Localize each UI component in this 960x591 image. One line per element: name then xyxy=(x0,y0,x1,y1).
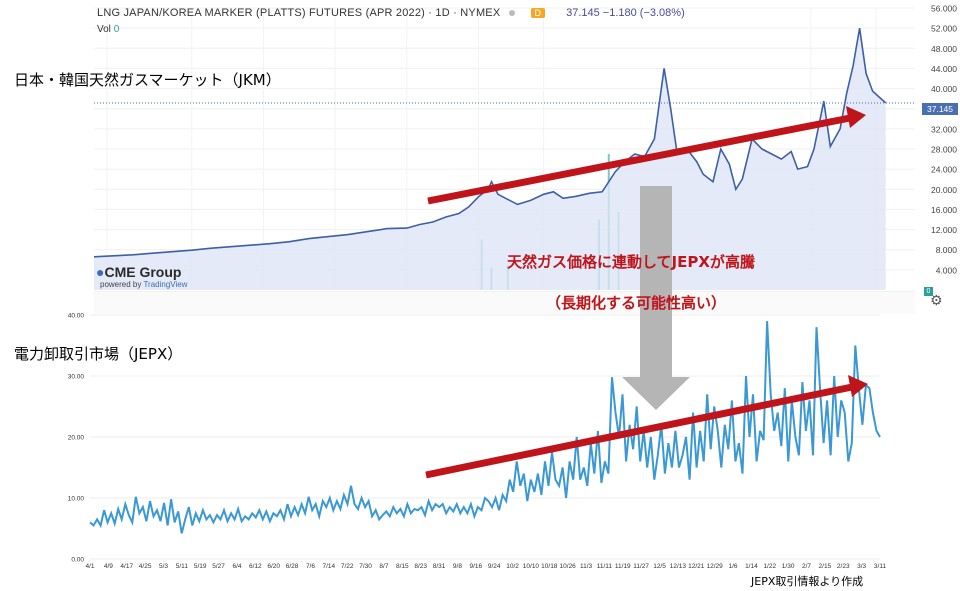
gear-icon[interactable]: ⚙ xyxy=(930,293,943,309)
jkm-y-tick-label: 16.000 xyxy=(931,205,957,215)
jepx-x-tick-label: 3/3 xyxy=(857,563,866,570)
jkm-y-tick-label: 20.000 xyxy=(931,185,957,195)
jkm-y-tick-label: 4.000 xyxy=(936,265,958,275)
jepx-gridlines xyxy=(90,314,880,560)
jepx-x-tick-label: 4/9 xyxy=(104,563,113,570)
jepx-x-tick-label: 4/17 xyxy=(120,563,133,570)
jkm-y-tick-label: 12.000 xyxy=(931,225,957,235)
jepx-x-tick-label: 6/28 xyxy=(286,563,299,570)
volume-marker: 0 xyxy=(924,287,933,296)
jepx-x-tick-label: 7/6 xyxy=(306,563,315,570)
jepx-x-tick-label: 10/26 xyxy=(560,563,577,570)
annotation-line1: 天然ガス価格に連動してJEPXが高騰 xyxy=(507,253,755,271)
jepx-x-tick-label: 5/11 xyxy=(176,563,189,570)
jepx-x-tick-label: 6/20 xyxy=(267,563,280,570)
jkm-price-area xyxy=(94,28,886,290)
jepx-x-tick-label: 8/7 xyxy=(379,563,388,570)
jepx-y-tick-label: 40.00 xyxy=(68,313,85,320)
jepx-y-tick-label: 20.00 xyxy=(68,435,85,442)
jepx-x-tick-label: 9/8 xyxy=(453,563,462,570)
tv-symbol-header: LNG JAPAN/KOREA MARKER (PLATTS) FUTURES … xyxy=(97,7,685,19)
jepx-x-tick-label: 5/19 xyxy=(194,563,207,570)
jepx-x-tick-label: 9/16 xyxy=(469,563,482,570)
jepx-x-tick-label: 12/29 xyxy=(707,563,724,570)
tv-badge: D xyxy=(530,8,546,18)
jepx-y-tick-label: 30.00 xyxy=(68,374,85,381)
jkm-price-line xyxy=(93,27,887,258)
jepx-y-axis: 0.00 10.00 20.00 30.00 40.00 xyxy=(68,313,85,564)
jkm-y-axis: 4.000 8.000 12.000 16.000 20.000 24.000 28.000… xyxy=(931,4,957,276)
jepx-x-tick-label: 11/11 xyxy=(597,563,613,570)
jepx-x-tick-label: 2/23 xyxy=(837,563,850,570)
jepx-x-tick-label: 8/23 xyxy=(414,563,427,570)
jepx-x-tick-label: 1/6 xyxy=(728,563,737,570)
jepx-trend-arrow xyxy=(425,375,868,479)
last-price-tag: 37.145 xyxy=(922,103,958,115)
cme-logo: ●CME Group xyxy=(96,264,182,280)
jepx-x-tick-label: 11/19 xyxy=(615,563,631,570)
jkm-time-scale xyxy=(94,292,915,314)
vol-value: 0 xyxy=(113,24,120,35)
tradingview-attribution: powered by TradingView xyxy=(100,280,187,289)
jepx-x-tick-label: 12/13 xyxy=(670,563,687,570)
jkm-y-tick-label: 56.000 xyxy=(931,4,957,14)
jepx-title: 電力卸取引市場（JEPX） xyxy=(14,345,183,363)
jkm-y-tick-label: 52.000 xyxy=(931,24,957,34)
jkm-y-tick-label: 28.000 xyxy=(931,145,957,155)
powered-prefix: powered by xyxy=(100,280,142,289)
jepx-x-tick-label: 5/3 xyxy=(159,563,168,570)
jepx-x-tick-label: 8/31 xyxy=(433,563,446,570)
jepx-x-tick-label: 7/30 xyxy=(359,563,372,570)
jepx-x-tick-label: 12/5 xyxy=(653,563,666,570)
jepx-y-tick-label: 10.00 xyxy=(68,496,85,503)
jepx-x-tick-label: 3/11 xyxy=(874,563,887,570)
annotation-line2: （長期化する可能性高い） xyxy=(546,294,727,312)
jepx-y-tick-label: 0.00 xyxy=(71,557,84,564)
status-dot-icon xyxy=(509,10,516,17)
cme-logo-text: CME Group xyxy=(104,264,182,280)
tv-symbol: LNG JAPAN/KOREA MARKER (PLATTS) FUTURES … xyxy=(97,7,501,19)
jkm-y-tick-label: 44.000 xyxy=(931,64,957,74)
jkm-trend-arrow xyxy=(427,106,866,205)
jepx-x-tick-label: 1/30 xyxy=(782,563,795,570)
jepx-x-tick-label: 10/18 xyxy=(541,563,558,570)
jepx-x-tick-label: 11/27 xyxy=(633,563,649,570)
jkm-y-tick-label: 8.000 xyxy=(936,245,958,255)
jkm-y-tick-label: 24.000 xyxy=(931,165,957,175)
jepx-x-tick-label: 12/21 xyxy=(688,563,705,570)
jepx-price-line xyxy=(89,321,881,534)
jepx-x-tick-label: 7/22 xyxy=(341,563,354,570)
down-arrow xyxy=(622,186,690,410)
jepx-x-tick-label: 4/25 xyxy=(139,563,152,570)
jepx-x-tick-label: 1/14 xyxy=(745,563,758,570)
vol-label: Vol xyxy=(97,24,111,35)
jepx-x-tick-label: 10/2 xyxy=(506,563,519,570)
jepx-x-tick-label: 8/15 xyxy=(396,563,409,570)
jepx-x-tick-label: 6/12 xyxy=(249,563,262,570)
jepx-x-tick-label: 2/15 xyxy=(819,563,832,570)
jepx-x-tick-label: 7/14 xyxy=(323,563,336,570)
jkm-title: 日本・韓国天然ガスマーケット（JKM） xyxy=(14,71,281,89)
jepx-x-tick-label: 1/22 xyxy=(763,563,776,570)
jepx-x-tick-label: 4/1 xyxy=(85,563,94,570)
tv-volume-label: Vol 0 xyxy=(97,24,119,35)
jkm-y-tick-label: 40.000 xyxy=(931,84,957,94)
jepx-x-tick-label: 9/24 xyxy=(488,563,501,570)
jepx-x-tick-label: 6/4 xyxy=(232,563,241,570)
source-note: JEPX取引情報より作成 xyxy=(751,575,864,588)
jepx-x-tick-label: 11/3 xyxy=(580,563,593,570)
jepx-x-tick-label: 10/10 xyxy=(523,563,540,570)
tv-quote: 37.145 −1.180 (−3.08%) xyxy=(566,7,685,19)
jepx-x-tick-label: 2/7 xyxy=(802,563,811,570)
jepx-x-tick-label: 5/27 xyxy=(212,563,225,570)
jkm-y-tick-label: 32.000 xyxy=(931,124,957,134)
jepx-x-axis: 4/1 4/9 4/17 4/25 5/3 5/11 5/19 5/27 6/4 6/12 6/20… xyxy=(85,563,886,570)
jkm-y-tick-label: 48.000 xyxy=(931,44,957,54)
powered-brand: TradingView xyxy=(143,280,188,289)
